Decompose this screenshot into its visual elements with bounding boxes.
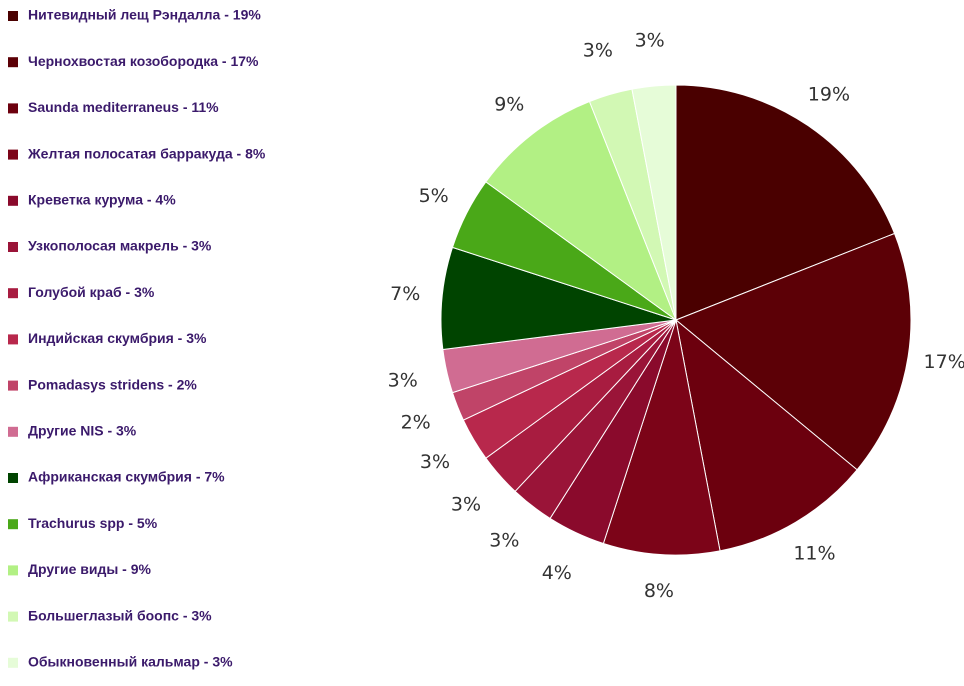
legend-swatch	[8, 473, 18, 483]
data-label: 3%	[451, 494, 481, 516]
legend-label: Индийская скумбрия - 3%	[28, 330, 207, 346]
data-label: 7%	[390, 283, 420, 305]
legend-label: Желтая полосатая барракуда - 8%	[27, 145, 266, 161]
legend-label: Pomadasys stridens - 2%	[28, 376, 197, 392]
data-label: 11%	[793, 543, 835, 565]
data-label: 17%	[924, 351, 964, 373]
legend-swatch	[8, 195, 18, 206]
pie-slice	[631, 84, 677, 321]
legend-label: Африканская скумбрия - 7%	[28, 469, 225, 485]
legend-swatch	[8, 611, 18, 622]
data-label: 3%	[489, 530, 519, 552]
legend-swatch	[8, 380, 18, 391]
legend-label: Другие NIS - 3%	[28, 423, 137, 439]
data-label: 19%	[808, 84, 850, 106]
pie-slice	[602, 319, 721, 556]
legend-swatch	[8, 565, 18, 576]
legend-swatch	[8, 57, 18, 68]
pie-slice	[675, 84, 896, 321]
data-label: 5%	[419, 185, 449, 207]
data-label: 2%	[401, 412, 431, 434]
data-label: 3%	[388, 370, 418, 392]
legend-swatch	[8, 519, 18, 530]
legend-label: Узкополосая макрель - 3%	[28, 238, 212, 254]
legend-label: Другие виды - 9%	[28, 561, 152, 577]
legend-swatch	[8, 334, 18, 345]
data-label: 4%	[542, 562, 572, 584]
legend-swatch	[8, 657, 18, 668]
legend-swatch	[8, 149, 18, 160]
legend-label: Saunda mediterraneus - 11%	[28, 99, 219, 115]
legend-label: Обыкновенный кальмар - 3%	[28, 654, 233, 670]
legend-swatch	[8, 103, 18, 114]
data-label: 3%	[635, 30, 665, 52]
legend-swatch	[8, 242, 18, 252]
pie-slice	[675, 318, 858, 552]
pie-slice	[675, 232, 912, 471]
legend-label: Trachurus spp - 5%	[28, 515, 158, 531]
legend-swatch	[8, 426, 18, 437]
pie-slice	[440, 246, 677, 351]
data-label: 8%	[644, 580, 674, 602]
legend-label: Нитевидный лещ Рэндалла - 19%	[28, 7, 261, 23]
legend-label: Большеглазый боопс - 3%	[28, 607, 212, 623]
legend-swatch	[8, 288, 18, 299]
legend-label: Креветка курума - 4%	[28, 192, 176, 208]
data-label: 3%	[583, 40, 613, 62]
legend-label: Чернохвостая козобородка - 17%	[28, 53, 259, 69]
legend-swatch	[8, 11, 18, 21]
data-label: 9%	[494, 94, 524, 116]
legend-label: Голубой краб - 3%	[28, 284, 155, 300]
data-label: 3%	[420, 451, 450, 473]
pie-slice	[485, 100, 678, 322]
